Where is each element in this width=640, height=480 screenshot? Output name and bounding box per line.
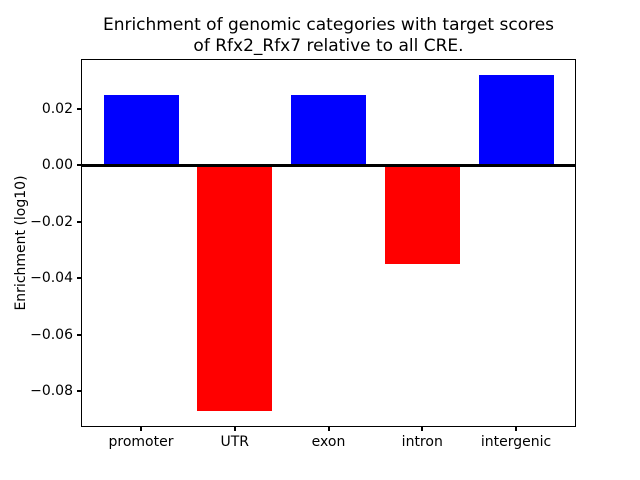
- x-tick-mark-exon: [327, 427, 330, 431]
- chart-title: Enrichment of genomic categories with ta…: [102, 15, 555, 56]
- bar-intergenic: [478, 74, 554, 166]
- x-tick-mark-promoter: [140, 427, 142, 431]
- x-tick-label-exon: exon: [311, 434, 346, 450]
- y-axis-label: Enrichment (log10): [13, 175, 29, 311]
- bar-exon: [291, 94, 366, 166]
- y-tick-mark-5: [77, 390, 81, 393]
- bar-UTR: [197, 165, 273, 412]
- zero-line: [81, 163, 576, 167]
- y-tick-mark-4: [77, 333, 81, 336]
- x-tick-label-promoter: promoter: [108, 434, 174, 450]
- y-tick-mark-3: [77, 277, 81, 280]
- x-tick-label-intron: intron: [401, 434, 443, 450]
- y-tick-label-1: 0.00: [41, 157, 73, 174]
- y-tick-label-2: −0.02: [30, 213, 73, 230]
- x-tick-label-intergenic: intergenic: [480, 434, 552, 450]
- x-tick-mark-intergenic: [515, 427, 517, 431]
- x-tick-label-UTR: UTR: [220, 434, 250, 450]
- y-tick-label-3: −0.04: [30, 270, 73, 287]
- x-tick-mark-intron: [421, 427, 424, 431]
- y-tick-label-4: −0.06: [30, 326, 73, 343]
- y-tick-mark-2: [77, 220, 81, 223]
- y-tick-label-0: 0.02: [41, 100, 73, 117]
- y-tick-mark-1: [77, 164, 81, 167]
- y-tick-label-5: −0.08: [30, 383, 73, 400]
- bar-intron: [384, 165, 460, 265]
- bar-promoter: [103, 94, 179, 166]
- y-tick-mark-0: [77, 107, 81, 110]
- x-tick-mark-UTR: [233, 427, 236, 431]
